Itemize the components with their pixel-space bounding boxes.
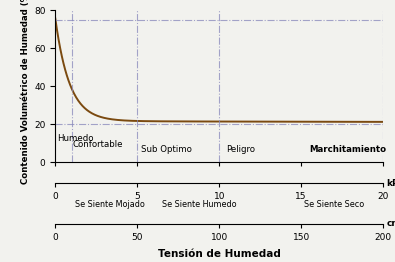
Y-axis label: Contenido Volumétrico de Humedad (%): Contenido Volumétrico de Humedad (%) [21, 0, 30, 184]
Text: Sub Optimo: Sub Optimo [141, 145, 192, 154]
Text: Se Siente Mojado: Se Siente Mojado [75, 200, 145, 209]
Text: cm: cm [386, 219, 395, 228]
Text: Se Siente Seco: Se Siente Seco [305, 200, 365, 209]
Text: Peligro: Peligro [226, 145, 255, 154]
Text: kPa: kPa [386, 179, 395, 188]
Text: Tensión de Humedad: Tensión de Humedad [158, 249, 281, 259]
Text: Se Siente Humedo: Se Siente Humedo [162, 200, 237, 209]
Text: Humedo: Humedo [57, 134, 94, 143]
Text: Marchitamiento: Marchitamiento [309, 145, 387, 154]
Text: Confortable: Confortable [73, 140, 123, 149]
